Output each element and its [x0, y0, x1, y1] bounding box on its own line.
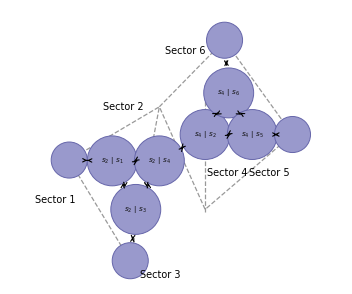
Text: Sector 2: Sector 2: [103, 102, 144, 112]
Circle shape: [180, 110, 230, 159]
Circle shape: [227, 110, 277, 159]
Text: $s_4\ |\ s_5$: $s_4\ |\ s_5$: [241, 129, 264, 140]
Circle shape: [87, 136, 137, 186]
Text: Sector 5: Sector 5: [249, 168, 289, 178]
Circle shape: [51, 142, 87, 178]
Circle shape: [112, 243, 148, 279]
Text: $s_2\ |\ s_4$: $s_2\ |\ s_4$: [148, 155, 171, 166]
Text: Sector 6: Sector 6: [165, 46, 206, 56]
Text: Sector 3: Sector 3: [140, 270, 181, 280]
Circle shape: [207, 22, 243, 58]
Text: $s_4\ |\ s_2$: $s_4\ |\ s_2$: [194, 129, 216, 140]
Circle shape: [111, 184, 161, 234]
Circle shape: [134, 136, 184, 186]
Circle shape: [204, 68, 254, 118]
Text: $s_4\ |\ s_6$: $s_4\ |\ s_6$: [217, 87, 240, 98]
Text: Sector 1: Sector 1: [35, 195, 76, 205]
Text: $s_2\ |\ s_3$: $s_2\ |\ s_3$: [124, 204, 147, 215]
Text: $s_2\ |\ s_1$: $s_2\ |\ s_1$: [101, 155, 124, 166]
Circle shape: [275, 116, 310, 153]
Text: Sector 4: Sector 4: [207, 168, 247, 178]
